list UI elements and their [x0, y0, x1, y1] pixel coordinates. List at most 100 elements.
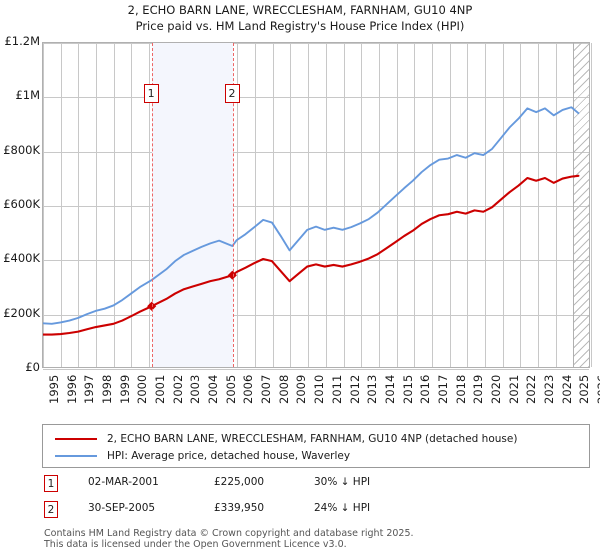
legend-item-hpi: HPI: Average price, detached house, Wave…: [43, 447, 589, 464]
transaction-point-marker-2[interactable]: [227, 270, 237, 280]
chart-marker-flag-2[interactable]: 2: [224, 84, 240, 103]
gridline-vertical: [414, 43, 416, 367]
transaction-date-2: 30-SEP-2005: [88, 502, 156, 514]
transaction-flag-2: 2: [44, 501, 58, 518]
gridline-vertical: [131, 43, 133, 367]
title-line-1: 2, ECHO BARN LANE, WRECCLESHAM, FARNHAM,…: [127, 3, 473, 17]
x-axis-tick: 2005: [223, 374, 238, 404]
x-axis-tick: 2018: [453, 374, 468, 404]
marker-vline-1: [152, 43, 154, 367]
gridline-vertical: [113, 43, 115, 367]
x-axis-tick: 2001: [153, 374, 168, 404]
legend-label-hpi: HPI: Average price, detached house, Wave…: [107, 449, 351, 462]
legend-swatch-hpi: [55, 454, 97, 457]
x-axis-tick: 2008: [276, 374, 291, 404]
transaction-flag-1: 1: [44, 475, 58, 492]
table-row: 1 02-MAR-2001 £225,000 30% ↓ HPI: [42, 474, 590, 500]
x-axis-tick: 2002: [170, 374, 185, 404]
gridline-vertical: [43, 43, 44, 367]
gridline-vertical: [255, 43, 257, 367]
chart-legend: 2, ECHO BARN LANE, WRECCLESHAM, FARNHAM,…: [42, 424, 590, 468]
chart-plot-area: [42, 42, 592, 370]
gridline-vertical: [484, 43, 486, 367]
legend-label-price-paid: 2, ECHO BARN LANE, WRECCLESHAM, FARNHAM,…: [107, 432, 518, 445]
title-line-2: Price paid vs. HM Land Registry's House …: [135, 19, 465, 33]
gridline-horizontal: [43, 206, 589, 207]
footer-line-1: Contains HM Land Registry data © Crown c…: [44, 528, 414, 539]
x-axis-tick: 2010: [312, 374, 327, 404]
transaction-hpi-delta-2: 24% ↓ HPI: [314, 502, 371, 514]
gridline-vertical: [431, 43, 433, 367]
y-axis-tick: £600K: [3, 197, 40, 211]
table-row: 2 30-SEP-2005 £339,950 24% ↓ HPI: [42, 500, 590, 526]
gridline-horizontal: [43, 369, 589, 370]
gridline-vertical: [325, 43, 327, 367]
hatched-region: [573, 43, 589, 367]
transaction-hpi-delta-1: 30% ↓ HPI: [314, 476, 371, 488]
gridline-vertical: [290, 43, 292, 367]
y-axis-tick: £400K: [3, 251, 40, 266]
y-axis-tick: £1M: [15, 88, 40, 103]
chart-series-lines: [43, 106, 580, 336]
x-axis-tick: 2003: [188, 374, 203, 404]
series-line-hpi: [43, 106, 580, 325]
x-axis-tick: 2016: [418, 374, 433, 404]
transaction-price-1: £225,000: [214, 476, 265, 488]
gridline-vertical: [591, 43, 592, 367]
x-axis-tick: 2024: [559, 374, 574, 404]
x-axis-tick: 2022: [524, 374, 539, 404]
legend-item-price-paid: 2, ECHO BARN LANE, WRECCLESHAM, FARNHAM,…: [43, 430, 589, 447]
gridline-horizontal: [43, 314, 589, 316]
x-axis-tick: 2011: [329, 374, 344, 404]
x-axis-tick: 2026: [595, 374, 600, 404]
x-axis-tick: 2025: [577, 374, 592, 404]
gridline-horizontal: [43, 260, 589, 262]
gridline-vertical: [520, 43, 522, 367]
x-axis-tick: 1999: [117, 374, 132, 404]
gridline-vertical: [502, 43, 504, 367]
x-axis-tick: 1997: [82, 374, 97, 404]
gridline-vertical: [96, 43, 98, 367]
gridline-horizontal: [43, 151, 589, 153]
x-axis-tick: 2013: [365, 374, 380, 404]
gridline-vertical: [396, 43, 398, 367]
gridline-vertical: [60, 43, 62, 367]
x-axis-tick: 2004: [206, 374, 221, 404]
chart-marker-flag-1[interactable]: 1: [143, 84, 159, 103]
x-axis-tick: 2009: [294, 374, 309, 404]
x-axis-tick: 2014: [382, 374, 397, 404]
x-axis-tick: 2021: [506, 374, 521, 404]
attribution-footer: Contains HM Land Registry data © Crown c…: [44, 528, 596, 550]
page-title: 2, ECHO BARN LANE, WRECCLESHAM, FARNHAM,…: [0, 2, 600, 34]
x-axis-tick: 2015: [400, 374, 415, 404]
x-axis-tick: 1995: [47, 374, 61, 404]
transaction-point-marker-1[interactable]: [147, 301, 157, 311]
x-axis-tick: 2023: [541, 374, 556, 404]
x-axis-tick: 1996: [64, 374, 79, 404]
gridline-vertical: [555, 43, 557, 367]
gridline-vertical: [537, 43, 539, 367]
marker-vline-2: [233, 43, 235, 367]
legend-swatch-price-paid: [55, 437, 97, 440]
footer-line-2: This data is licensed under the Open Gov…: [44, 539, 347, 550]
x-axis-tick: 2000: [135, 374, 150, 404]
gridline-vertical: [149, 43, 151, 367]
x-axis-tick: 1998: [100, 374, 115, 404]
transaction-price-2: £339,950: [214, 502, 265, 514]
series-line-price-paid: [43, 174, 580, 336]
gridline-vertical: [308, 43, 310, 367]
gridline-vertical: [449, 43, 451, 367]
gridline-vertical: [361, 43, 363, 367]
gridline-vertical: [237, 43, 239, 367]
x-axis-tick: 2020: [488, 374, 503, 404]
gridline-vertical: [343, 43, 345, 367]
x-axis-tick: 2012: [347, 374, 362, 404]
y-axis-tick: £800K: [3, 142, 40, 157]
gridline-vertical: [467, 43, 469, 367]
gridline-vertical: [378, 43, 380, 367]
gridline-vertical: [272, 43, 274, 367]
x-axis-tick: 2006: [241, 374, 256, 404]
transactions-table: 1 02-MAR-2001 £225,000 30% ↓ HPI 2 30-SE…: [42, 474, 590, 526]
shaded-ownership-span: [152, 43, 234, 367]
gridline-horizontal: [43, 97, 589, 99]
